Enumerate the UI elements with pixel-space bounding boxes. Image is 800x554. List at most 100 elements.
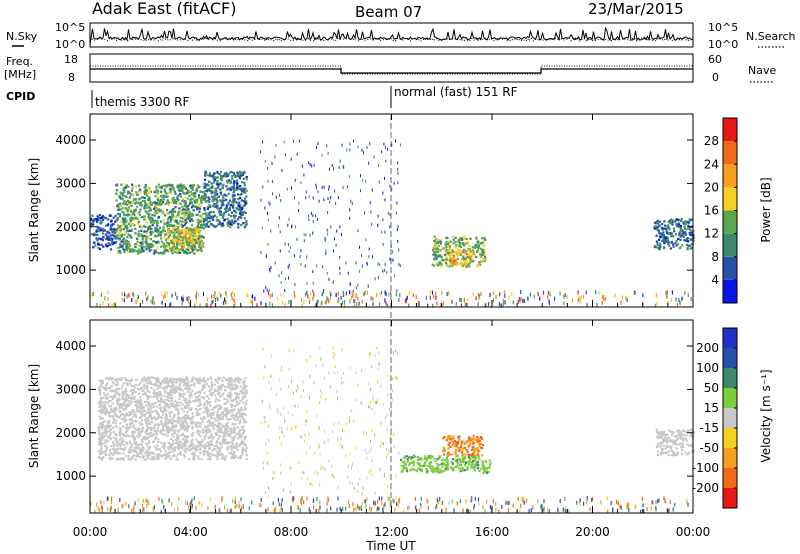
near-range-cell: [224, 297, 226, 302]
sparse-cell: [308, 195, 310, 199]
near-range-cell: [533, 294, 535, 299]
near-range-cell: [666, 290, 668, 295]
sparse-cell: [368, 161, 370, 165]
scatter-cell: [126, 379, 129, 382]
near-range-cell: [142, 299, 144, 304]
scatter-cell: [122, 221, 125, 225]
near-range-cell: [460, 298, 462, 303]
sparse-cell: [339, 225, 341, 229]
scatter-cell: [162, 244, 165, 247]
sparse-cell: [390, 244, 392, 248]
scatter-cell: [194, 195, 197, 198]
near-range-cell: [195, 299, 197, 304]
scatter-cell: [200, 224, 203, 227]
scatter-cell: [138, 184, 141, 187]
scatter-cell: [241, 181, 244, 184]
scatter-cell: [167, 245, 170, 248]
scatter-cell: [226, 378, 229, 381]
scatter-cell: [119, 442, 122, 446]
scatter-cell: [113, 448, 116, 451]
scatter-cell: [184, 211, 188, 214]
scatter-cell: [195, 235, 199, 238]
scatter-cell: [135, 420, 138, 423]
scatter-cell: [111, 389, 114, 392]
scatter-cell: [218, 393, 221, 396]
scatter-cell: [461, 242, 464, 245]
near-range-cell: [440, 302, 442, 307]
scatter-cell: [242, 413, 245, 416]
scatter-cell: [215, 440, 218, 443]
scatter-cell: [230, 382, 233, 385]
scatter-cell: [202, 236, 206, 239]
scatter-cell: [219, 386, 222, 389]
scatter-cell: [127, 240, 130, 244]
scatter-cell: [679, 225, 682, 228]
sparse-cell: [288, 250, 290, 254]
scatter-cell: [203, 185, 206, 189]
scatter-cell: [479, 253, 482, 256]
near-range-cell: [425, 295, 427, 300]
near-range-cell: [205, 303, 207, 308]
scatter-cell: [122, 390, 126, 393]
scatter-cell: [226, 210, 229, 213]
scatter-cell: [199, 391, 202, 394]
scatter-cell: [137, 234, 140, 238]
scatter-cell: [481, 252, 484, 255]
scatter-cell: [105, 448, 108, 451]
scatter-cell: [232, 201, 235, 205]
scatter-cell: [191, 214, 194, 217]
scatter-cell: [145, 404, 148, 407]
sparse-cell: [365, 179, 367, 183]
scatter-cell: [206, 427, 209, 430]
scatter-cell: [156, 208, 160, 211]
sparse-cell: [312, 289, 314, 293]
scatter-cell: [161, 454, 165, 457]
scatter-cell: [126, 240, 129, 243]
scatter-cell: [101, 386, 104, 389]
scatter-cell: [150, 216, 153, 219]
scatter-cell: [228, 171, 232, 174]
scatter-cell: [161, 386, 164, 389]
scatter-cell: [162, 194, 166, 197]
near-range-cell: [233, 293, 235, 298]
scatter-cell: [226, 180, 229, 183]
scatter-cell: [119, 402, 122, 406]
scatter-cell: [173, 200, 176, 203]
sparse-cell: [397, 181, 399, 185]
scatter-cell: [119, 208, 122, 211]
scatter-cell: [140, 233, 143, 236]
scatter-cell: [686, 248, 689, 251]
scatter-cell: [132, 415, 135, 418]
scatter-cell: [162, 407, 166, 410]
scatter-cell: [216, 171, 219, 175]
scatter-cell: [128, 248, 131, 251]
scatter-cell: [154, 190, 157, 193]
scatter-cell: [222, 416, 225, 419]
scatter-cell: [225, 205, 228, 208]
scatter-cell: [236, 419, 239, 422]
near-range-cell: [472, 291, 474, 296]
near-range-cell: [429, 295, 431, 300]
scatter-cell: [451, 462, 454, 465]
scatter-cell: [477, 240, 480, 243]
scatter-cell: [174, 378, 177, 381]
scatter-cell: [237, 408, 240, 411]
scatter-cell: [216, 186, 220, 190]
near-range-cell: [511, 292, 513, 296]
scatter-cell: [670, 240, 673, 243]
scatter-cell: [114, 422, 117, 425]
scatter-cell: [225, 432, 228, 435]
sparse-cell: [386, 271, 388, 275]
scatter-cell: [123, 190, 126, 193]
scatter-cell: [208, 200, 211, 204]
scatter-cell: [110, 385, 113, 388]
scatter-cell: [193, 393, 196, 396]
scatter-cell: [155, 430, 158, 433]
scatter-cell: [113, 413, 116, 416]
scatter-cell: [215, 205, 219, 208]
near-range-cell: [329, 290, 331, 295]
scatter-cell: [240, 223, 243, 227]
scatter-cell: [111, 398, 114, 401]
scatter-cell: [125, 423, 128, 426]
scatter-cell: [236, 188, 239, 191]
